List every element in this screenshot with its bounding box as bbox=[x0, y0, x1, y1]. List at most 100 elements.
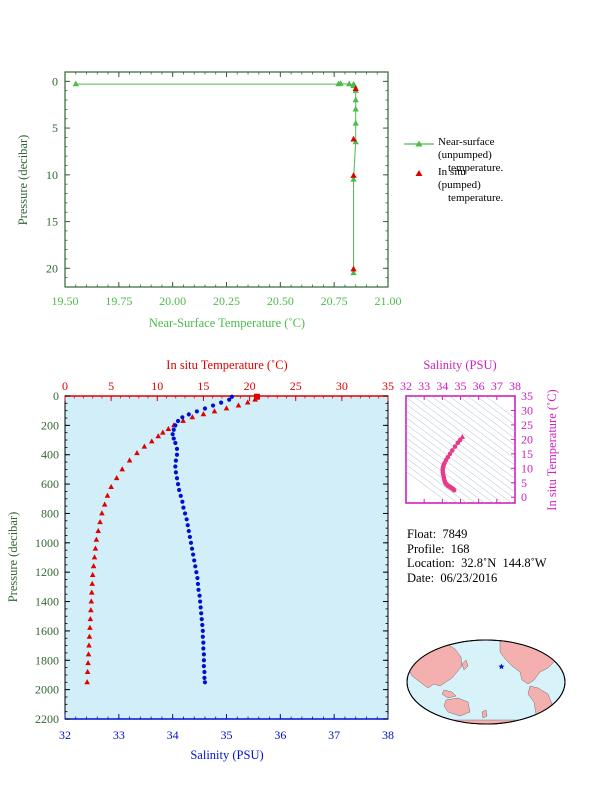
near-surface-ytick-label: 20 bbox=[46, 261, 58, 275]
temperature-point bbox=[84, 679, 90, 685]
density-contour bbox=[484, 396, 515, 419]
near-surface-ytick-label: 15 bbox=[46, 215, 58, 229]
legend-nearsurface-text: Near-surface (unpumped) temperature. bbox=[438, 136, 503, 175]
density-contour bbox=[406, 444, 485, 503]
pres-tick-label: 1800 bbox=[35, 653, 59, 667]
salinity-point bbox=[193, 564, 198, 569]
salinity-point bbox=[173, 440, 178, 446]
salinity-point bbox=[210, 403, 216, 408]
ts-xtick-label: 35 bbox=[455, 379, 467, 393]
info-location-value: 32.8˚N 144.8˚W bbox=[461, 556, 547, 570]
density-contour bbox=[406, 450, 476, 503]
salinity-point bbox=[189, 546, 195, 551]
salinity-point bbox=[177, 487, 182, 493]
salinity-point bbox=[178, 493, 183, 498]
salinity-point bbox=[180, 415, 185, 420]
temperature-point bbox=[141, 443, 148, 449]
density-contour bbox=[457, 396, 515, 439]
salinity-point bbox=[182, 511, 188, 516]
temperature-point bbox=[90, 563, 97, 569]
salinity-point bbox=[173, 464, 178, 469]
info-date-value: 06/23/2016 bbox=[440, 570, 498, 585]
pres-tick-label: 2200 bbox=[35, 712, 59, 726]
ts-point bbox=[455, 440, 461, 446]
salinity-point bbox=[173, 423, 178, 428]
in-situ-point bbox=[350, 135, 357, 142]
density-contour bbox=[406, 403, 515, 486]
pres-tick-label: 600 bbox=[41, 477, 59, 491]
near-surface-point bbox=[346, 80, 353, 87]
temperature-point bbox=[93, 536, 100, 542]
pres-tick-label: 1400 bbox=[35, 595, 59, 609]
legend-nearsurface-line2: temperature. bbox=[448, 162, 504, 174]
salinity-point bbox=[171, 427, 176, 432]
temperature-point bbox=[180, 417, 186, 423]
salinity-point bbox=[200, 628, 205, 634]
temperature-point bbox=[97, 519, 103, 525]
temperature-point bbox=[244, 399, 251, 405]
info-location: Location: 32.8˚N 144.8˚W bbox=[407, 556, 547, 571]
salinity-point bbox=[173, 470, 178, 475]
temperature-point bbox=[85, 660, 91, 666]
temp-tick-label: 30 bbox=[336, 379, 348, 393]
temperature-point bbox=[88, 598, 95, 604]
salinity-point bbox=[195, 581, 201, 587]
near-surface-series bbox=[72, 80, 359, 276]
profile-ylabel: Pressure (decibar) bbox=[6, 512, 20, 603]
temperature-point bbox=[160, 429, 166, 435]
ts-ytick-label: 30 bbox=[521, 403, 533, 417]
salinity-point bbox=[196, 587, 201, 592]
pres-tick-label: 1000 bbox=[35, 536, 59, 550]
salinity-point bbox=[201, 646, 206, 651]
near-surface-xtick-label: 19.75 bbox=[105, 294, 132, 308]
map-outline bbox=[406, 639, 566, 725]
temperature-point bbox=[92, 545, 99, 551]
salinity-point bbox=[192, 558, 197, 563]
sal-tick-label: 38 bbox=[382, 728, 394, 742]
temperature-point bbox=[85, 651, 92, 657]
pres-tick-label: 1200 bbox=[35, 565, 59, 579]
temperature-point bbox=[89, 580, 96, 586]
near-surface-ylabel: Pressure (decibar) bbox=[16, 135, 30, 226]
salinity-point bbox=[181, 505, 186, 510]
salinity-point bbox=[201, 640, 206, 645]
salinity-point bbox=[199, 611, 204, 616]
legend-nearsurface-line1: Near-surface (unpumped) bbox=[438, 136, 495, 161]
temp-tick-label: 20 bbox=[244, 379, 256, 393]
in-situ-point bbox=[350, 265, 357, 272]
info-location-label: Location: bbox=[407, 556, 455, 570]
salinity-point bbox=[195, 575, 200, 581]
ts-xtick-label: 36 bbox=[473, 379, 485, 393]
ts-point bbox=[451, 487, 457, 493]
info-float-label: Float: bbox=[407, 527, 437, 541]
salinity-point bbox=[186, 528, 191, 534]
ts-xtick-label: 37 bbox=[491, 379, 503, 393]
temperature-point bbox=[104, 492, 111, 498]
temperature-point bbox=[99, 510, 105, 516]
ts-surface-marker bbox=[459, 433, 466, 439]
ts-ytick-label: 35 bbox=[521, 389, 533, 403]
density-contour bbox=[406, 470, 449, 503]
near-surface-xlabel: Near-Surface Temperature (˚C) bbox=[149, 316, 305, 330]
density-contour bbox=[406, 396, 515, 480]
sal-tick-label: 34 bbox=[167, 728, 179, 742]
density-contour bbox=[406, 430, 503, 503]
near-surface-ytick-label: 5 bbox=[52, 121, 58, 135]
profile-series bbox=[84, 393, 260, 685]
salinity-point bbox=[219, 400, 224, 405]
near-surface-ticks: 19.50 19.75 20.00 20.25 20.50 20.75 21.00 0 5 10 1… bbox=[46, 72, 402, 308]
density-contour bbox=[466, 396, 515, 432]
temp-tick-label: 15 bbox=[197, 379, 209, 393]
temp-tick-label: 10 bbox=[151, 379, 163, 393]
in-situ-point bbox=[352, 85, 359, 91]
ts-series bbox=[440, 433, 466, 493]
ts-ytick-label: 15 bbox=[521, 447, 533, 461]
salinity-point bbox=[202, 680, 208, 685]
profile-plot-frame bbox=[64, 395, 389, 720]
salinity-point bbox=[202, 406, 208, 411]
temperature-point bbox=[134, 450, 140, 456]
float-location-star bbox=[498, 663, 505, 670]
temperature-point bbox=[88, 607, 94, 613]
